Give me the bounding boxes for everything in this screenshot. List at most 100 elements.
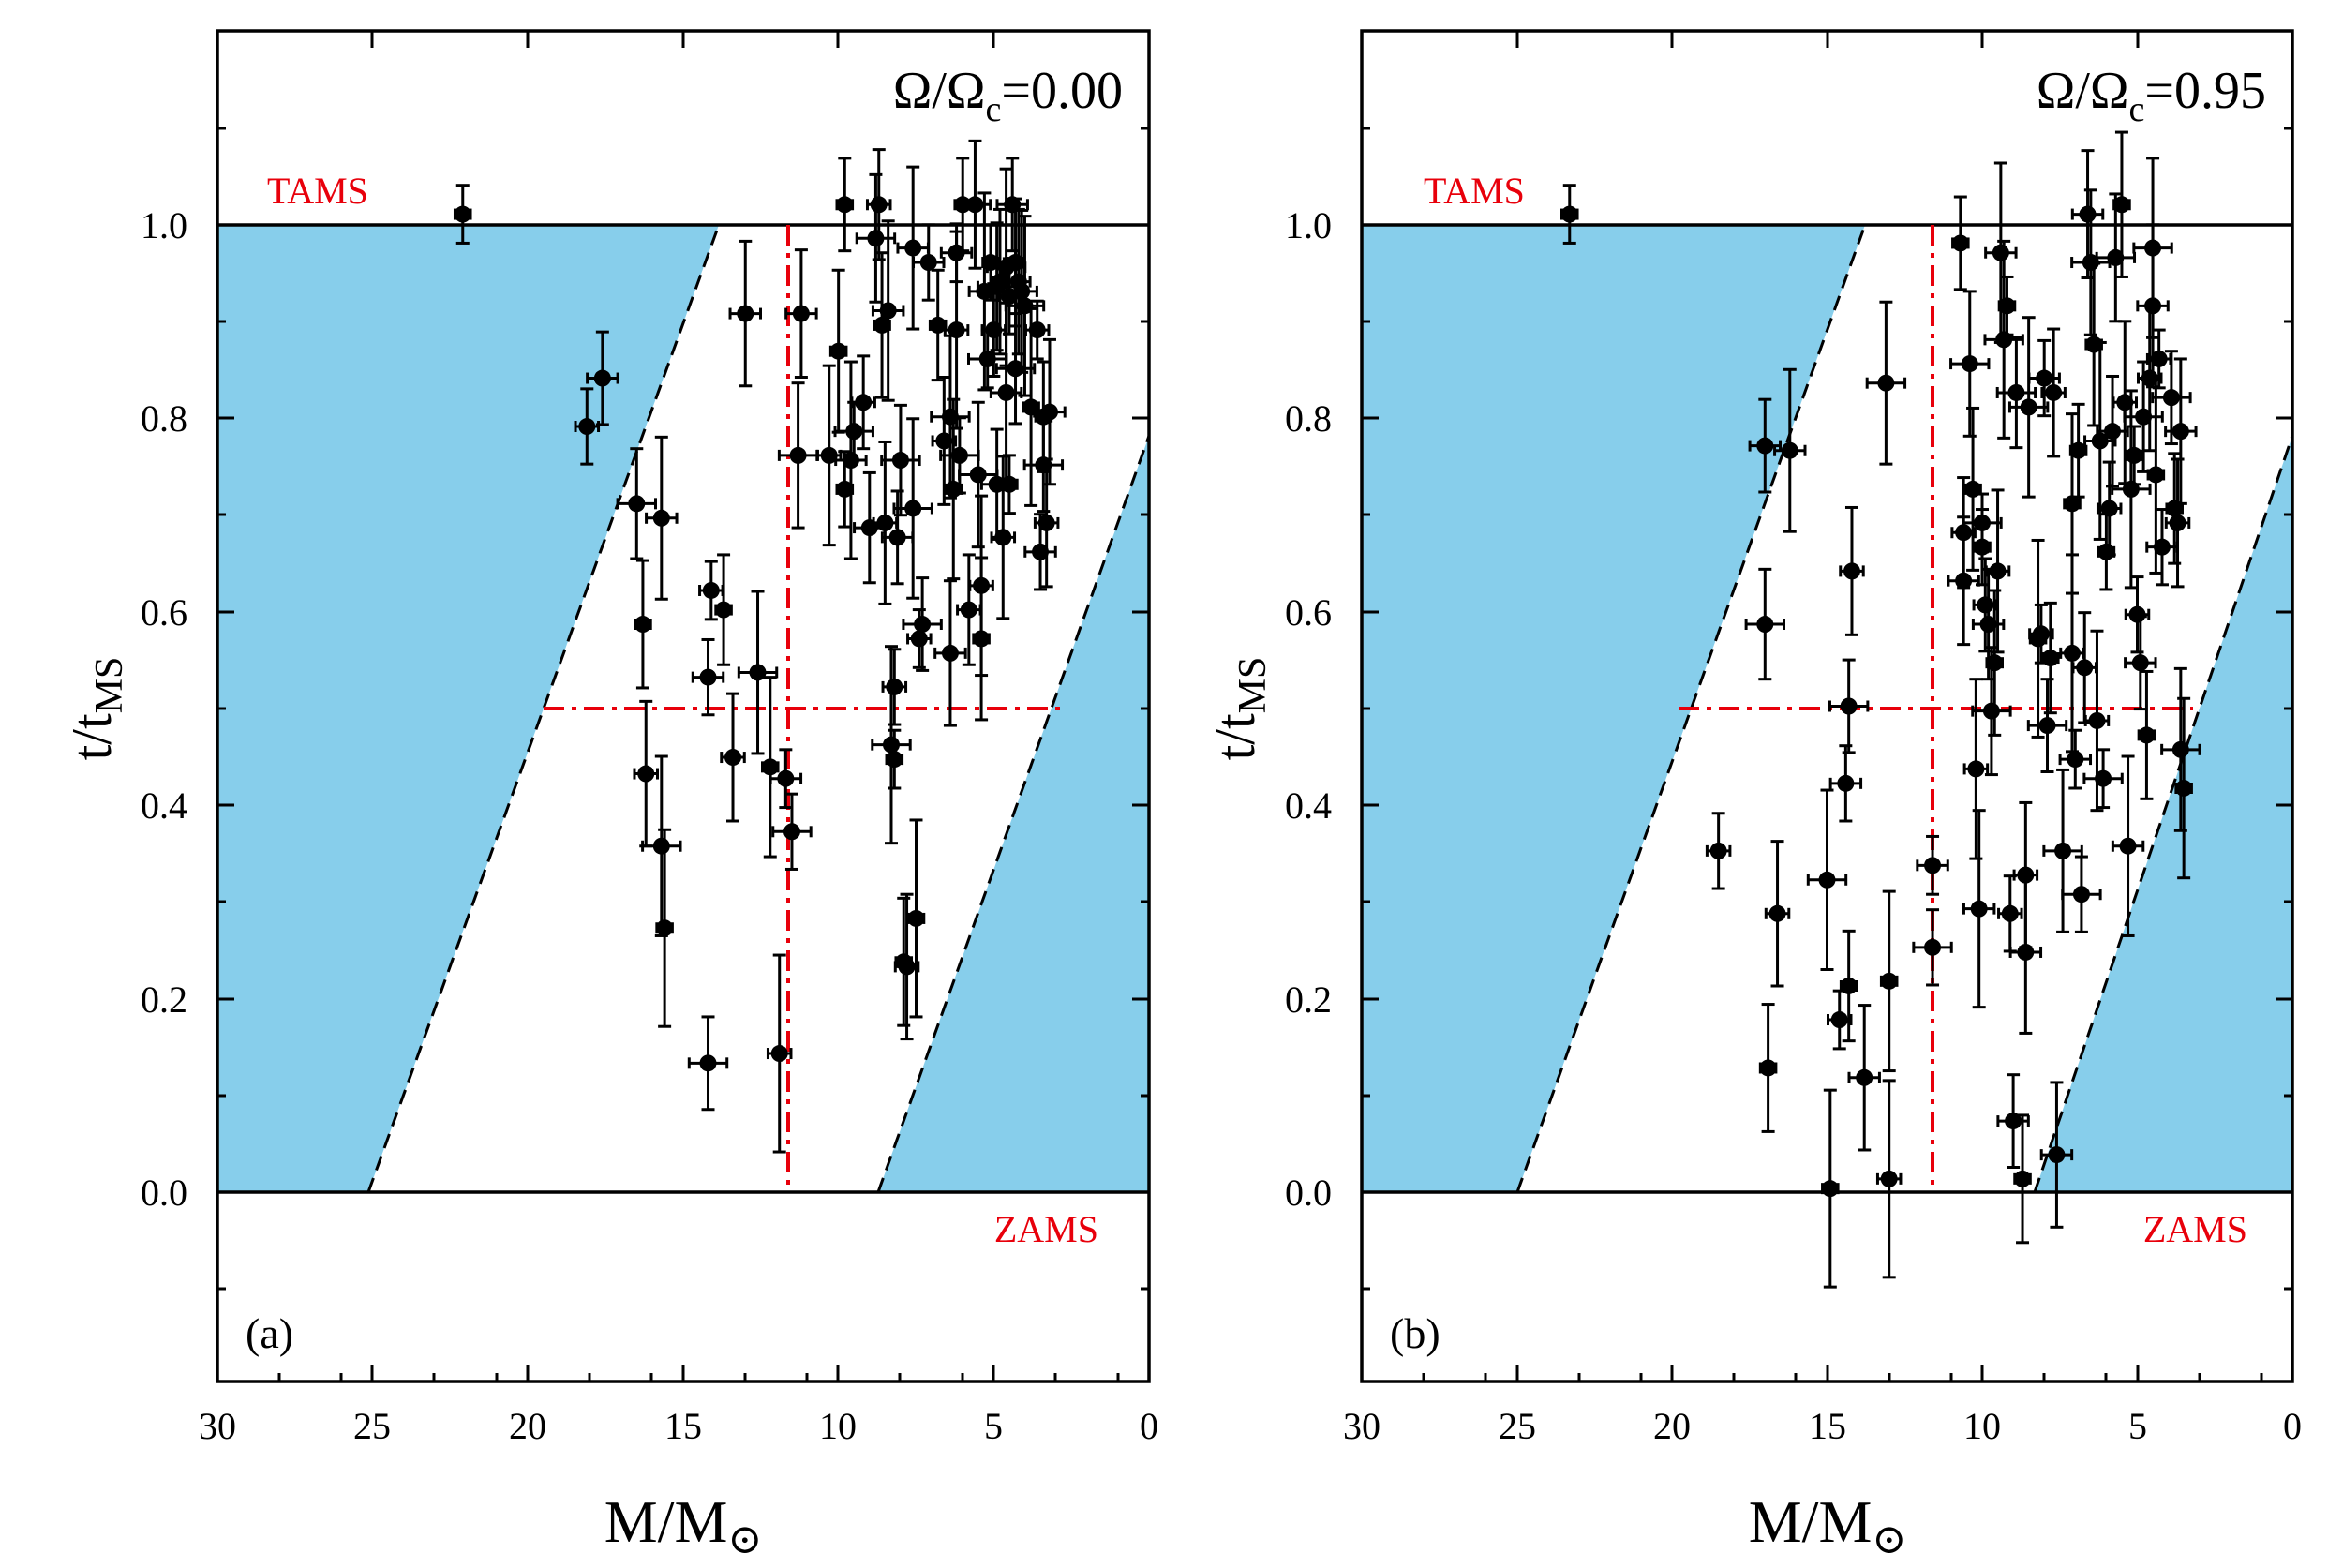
y-tick-label: 0.8 <box>1285 397 1332 440</box>
point-marker <box>1818 871 1836 889</box>
point-marker <box>919 254 937 272</box>
omega-annotation: Ω/Ωc=0.00 <box>893 62 1123 129</box>
panel-b: 30 25 20 15 10 5 0 0.0 0.2 0.4 0.6 0.8 1… <box>1204 29 2302 1562</box>
data-point <box>2026 678 2068 773</box>
omega-value: =0.00 <box>1001 62 1123 120</box>
omega-subscript: c <box>986 90 1002 129</box>
y-tick-label: 0.6 <box>141 591 187 634</box>
point-marker <box>2001 904 2019 922</box>
data-point <box>893 892 920 1041</box>
data-point <box>933 579 967 727</box>
y-axis-title-sub: MS <box>1231 657 1275 714</box>
x-axis-title-main: M/M <box>1749 1488 1873 1555</box>
data-point <box>2125 425 2143 486</box>
point-marker <box>1709 842 1727 859</box>
data-point <box>2164 357 2198 505</box>
data-points <box>1559 130 2201 1289</box>
data-point <box>634 559 652 690</box>
left-dashed-boundary <box>1515 224 1867 1193</box>
data-point <box>2124 615 2157 711</box>
point-marker <box>1830 1011 1848 1029</box>
point-marker <box>1924 938 1942 956</box>
data-point <box>956 553 982 666</box>
point-marker <box>2119 837 2137 855</box>
point-marker <box>1781 441 1798 459</box>
point-marker <box>2150 350 2168 367</box>
data-point <box>2007 316 2050 499</box>
point-marker <box>656 919 674 937</box>
point-marker <box>960 601 977 619</box>
point-marker <box>792 305 810 322</box>
omega-subscript: c <box>2129 90 2145 129</box>
data-point <box>2040 327 2067 458</box>
data-point <box>1984 488 2011 654</box>
point-marker <box>1970 900 1988 918</box>
point-marker <box>910 630 928 648</box>
data-point <box>1033 337 1067 486</box>
tams-label: TAMS <box>1424 170 1525 212</box>
x-axis-title-sub: ⊙ <box>1872 1516 1906 1562</box>
point-marker <box>904 239 922 257</box>
point-marker <box>948 244 965 261</box>
x-tick-marks <box>216 31 1151 1381</box>
point-marker <box>879 302 897 320</box>
point-marker <box>770 1045 788 1063</box>
data-point <box>828 268 848 434</box>
x-tick-label: 15 <box>1809 1405 1846 1447</box>
y-tick-label: 1.0 <box>141 204 187 246</box>
x-tick-label: 5 <box>984 1405 1003 1447</box>
data-point <box>2164 457 2191 589</box>
left-dashed-boundary <box>366 224 721 1193</box>
data-point <box>835 450 855 529</box>
data-point <box>850 354 876 451</box>
data-point <box>698 560 724 621</box>
point-marker <box>2017 943 2035 961</box>
point-marker <box>2005 1113 2022 1130</box>
data-point <box>2151 350 2192 446</box>
point-marker <box>2104 423 2122 441</box>
data-point <box>1826 989 1853 1051</box>
data-point <box>2096 374 2129 488</box>
x-tick-label: 20 <box>1653 1405 1691 1447</box>
data-point <box>2039 1081 2074 1229</box>
data-point <box>1865 300 1907 466</box>
point-marker <box>2007 383 2025 401</box>
point-marker <box>2020 398 2037 416</box>
data-point <box>958 400 999 549</box>
x-axis-title-sub: ⊙ <box>727 1516 762 1562</box>
point-marker <box>950 446 968 464</box>
point-marker <box>715 601 733 619</box>
point-marker <box>867 230 885 247</box>
data-point <box>1947 515 1980 647</box>
data-point <box>687 1015 729 1112</box>
y-tick-marks <box>1362 127 2292 1291</box>
y-tick-label: 0.4 <box>141 784 187 827</box>
omega-symbol: Ω/Ω <box>893 62 986 120</box>
point-marker <box>652 837 670 855</box>
point-marker <box>1756 616 1774 634</box>
data-point <box>2136 304 2163 453</box>
y-tick-label: 0.0 <box>1285 1172 1332 1214</box>
point-marker <box>948 321 965 339</box>
point-marker <box>898 958 916 976</box>
shaded-region-left <box>217 225 719 1192</box>
data-point <box>2084 261 2103 427</box>
data-point <box>994 312 1037 426</box>
data-point <box>2042 768 2083 933</box>
x-tick-labels: 30 25 20 15 10 5 0 <box>199 1405 1158 1447</box>
point-marker <box>1040 403 1058 421</box>
x-tick-label: 0 <box>1140 1405 1158 1447</box>
data-point <box>1951 195 1970 291</box>
y-tick-label: 1.0 <box>1285 204 1332 246</box>
point-marker <box>836 196 854 214</box>
point-marker <box>882 736 900 754</box>
point-marker <box>2171 740 2189 758</box>
y-axis-title-main: t/t <box>61 713 123 760</box>
data-point <box>720 692 746 823</box>
data-point <box>906 818 926 1019</box>
data-point <box>1023 299 1051 361</box>
y-tick-label: 0.2 <box>141 978 187 1021</box>
data-point <box>1962 678 1990 860</box>
point-marker <box>1998 297 2016 315</box>
point-marker <box>929 316 947 334</box>
